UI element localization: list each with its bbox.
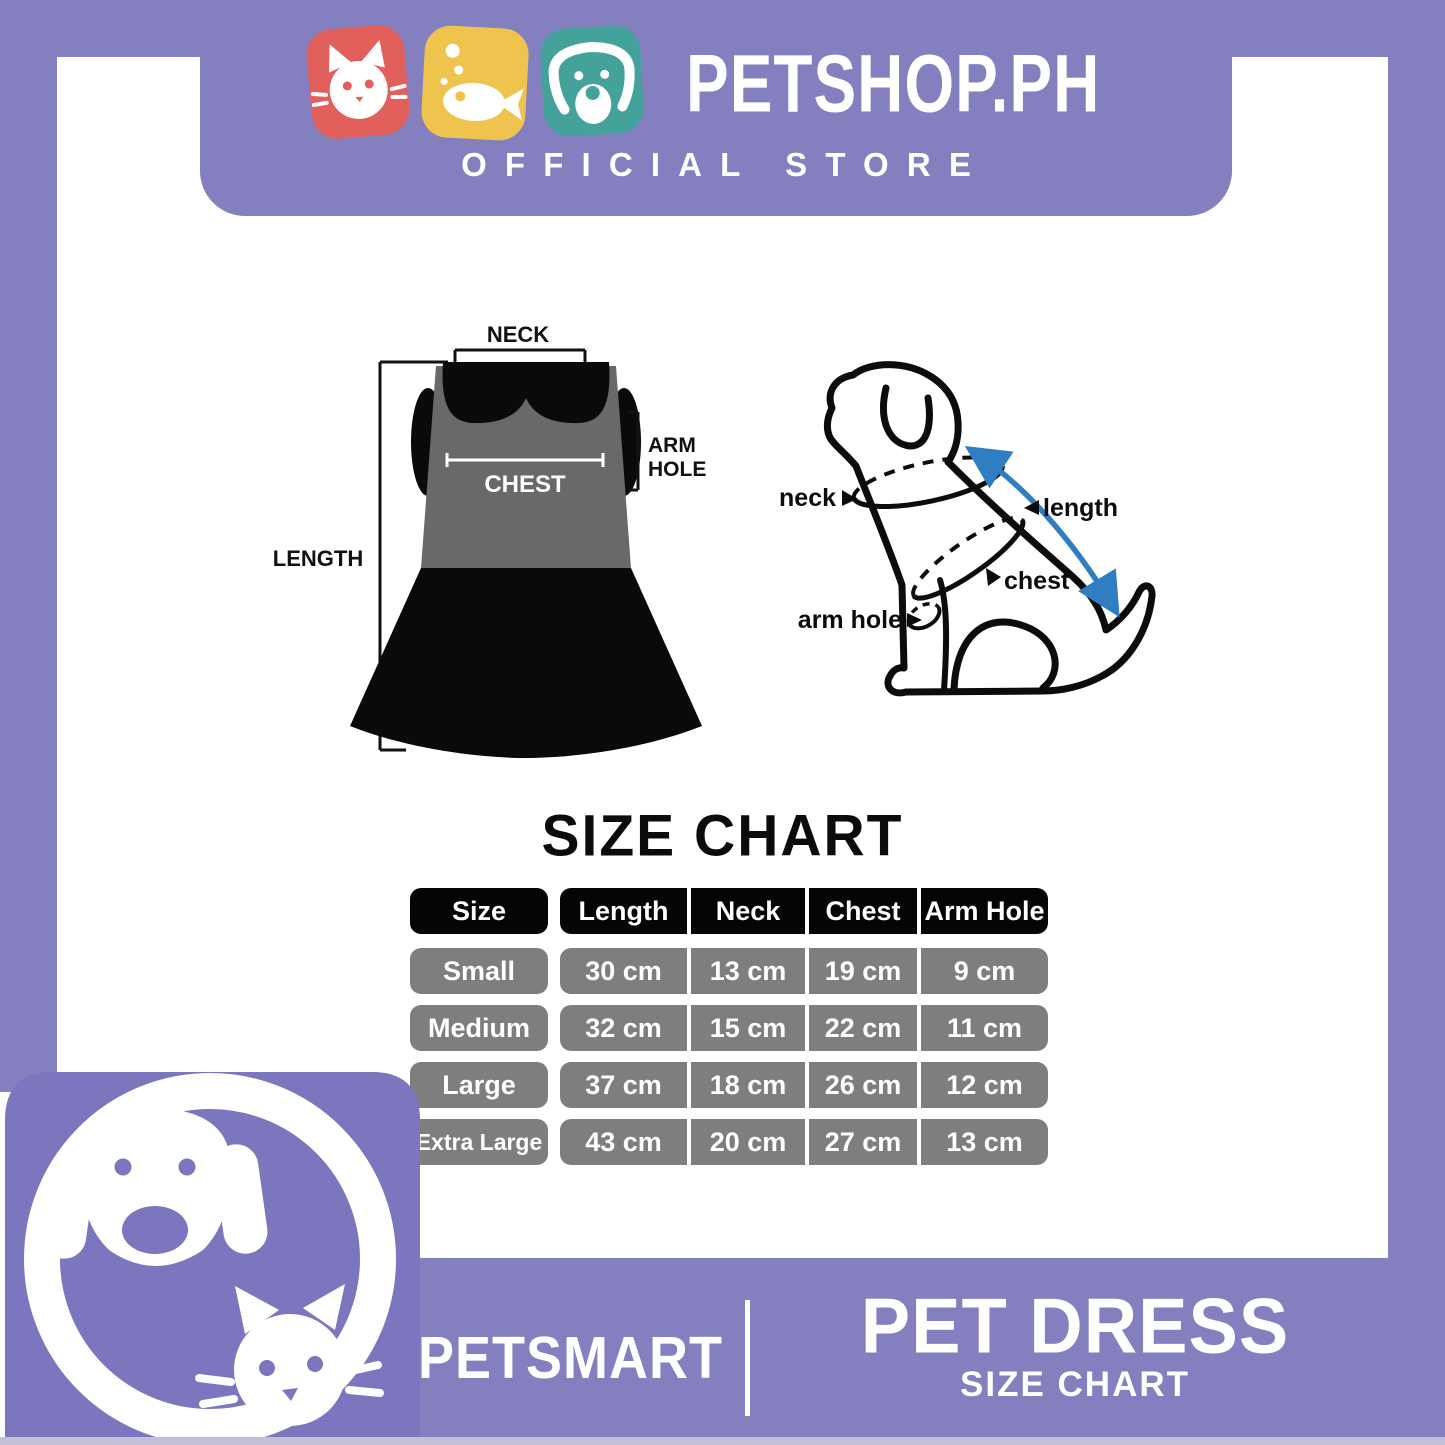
armhole-pointer-icon [907, 613, 922, 627]
dog-icon [540, 25, 644, 137]
neck-pointer-icon [842, 490, 857, 506]
cell-chest: 26 cm [805, 1062, 917, 1108]
cell-neck: 20 cm [687, 1119, 805, 1165]
fish-icon [421, 25, 529, 141]
cell-neck: 15 cm [687, 1005, 805, 1051]
dress-armhole-label-2: HOLE [648, 458, 706, 481]
header-armhole: Arm Hole [917, 888, 1048, 934]
header-length: Length [578, 895, 669, 926]
cell-chest: 27 cm [805, 1119, 917, 1165]
dog-armhole-label: arm hole [798, 606, 902, 634]
dress-length-label: LENGTH [273, 546, 363, 571]
length-pointer-icon [1024, 500, 1039, 515]
cell-neck: 13 cm [687, 948, 805, 994]
pets-circle-logo [5, 1072, 420, 1445]
table-row: Medium 32 cm 15 cm 22 cm 11 cm [410, 1005, 1048, 1051]
cell-armhole: 12 cm [917, 1062, 1048, 1108]
brand-tagline: OFFICIAL STORE [461, 146, 990, 183]
dress-chest-label: CHEST [484, 471, 566, 498]
brand-tiles [306, 25, 644, 141]
size-chart-title: SIZE CHART [541, 803, 904, 869]
frame-right [1388, 0, 1445, 1445]
logo-ring [24, 1073, 396, 1445]
dog-neck-label: neck [779, 484, 836, 512]
chest-pointer-icon [986, 568, 1001, 586]
length-arrow [964, 445, 1120, 618]
header-banner: PETSHOP.PH OFFICIAL STORE [200, 0, 1232, 216]
header-neck: Neck [687, 888, 805, 934]
neck-bracket [453, 348, 587, 362]
dog-diagram: neck length chest arm hole [779, 361, 1156, 697]
dog-ear [880, 384, 933, 450]
cell-neck: 18 cm [687, 1062, 805, 1108]
cell-armhole: 9 cm [917, 948, 1048, 994]
row-size-label: Large [410, 1062, 548, 1108]
cell-armhole: 11 cm [917, 1005, 1048, 1051]
dog-chest-label: chest [1004, 567, 1070, 595]
table-row: Small 30 cm 13 cm 19 cm 9 cm [410, 948, 1048, 994]
cell-length: 30 cm [585, 955, 662, 986]
cat-icon [306, 25, 410, 139]
cell-chest: 19 cm [805, 948, 917, 994]
dress-diagram: NECK LENGTH CHEST ARM HOLE [273, 322, 706, 758]
cell-length: 43 cm [585, 1126, 662, 1157]
dress-armhole-label-1: ARM [648, 434, 696, 457]
dress-skirt [350, 568, 702, 758]
row-size-label: Extra Large [410, 1119, 548, 1165]
frame-left [0, 0, 57, 1092]
dog-front-leg [937, 577, 950, 693]
cell-length: 32 cm [585, 1012, 662, 1043]
dress-collar [442, 362, 610, 424]
row-size-label: Small [410, 948, 548, 994]
table-row: Extra Large 43 cm 20 cm 27 cm 13 cm [410, 1119, 1048, 1165]
brand-name: PETSHOP.PH [686, 37, 1101, 130]
product-name: PET DRESS [860, 1281, 1290, 1370]
size-table: Size Length Neck Chest Arm Hole Small 30… [410, 888, 1048, 1176]
dog-outline [823, 361, 1156, 697]
product-title-block: PET DRESS SIZE CHART [775, 1281, 1375, 1405]
bottom-edge-strip [0, 1437, 1445, 1445]
table-header-row: Size Length Neck Chest Arm Hole [410, 888, 1048, 934]
armhole-bracket [628, 410, 640, 492]
product-subtitle: SIZE CHART [960, 1365, 1190, 1405]
dog-length-label: length [1043, 494, 1118, 522]
header-size: Size [410, 888, 548, 934]
cell-chest: 22 cm [805, 1005, 917, 1051]
brand-logo-row [300, 18, 1140, 146]
row-size-label: Medium [410, 1005, 548, 1051]
footer-divider [745, 1300, 750, 1416]
store-name: PETSMART [418, 1325, 723, 1392]
logo-dog-icon [42, 1108, 268, 1266]
table-row: Large 37 cm 18 cm 26 cm 12 cm [410, 1062, 1048, 1108]
cell-length: 37 cm [585, 1069, 662, 1100]
header-chest: Chest [805, 888, 917, 934]
dress-neck-label: NECK [487, 322, 549, 347]
chest-line [445, 453, 605, 467]
dog-haunch [950, 618, 1059, 694]
cell-armhole: 13 cm [917, 1119, 1048, 1165]
logo-cat-icon [195, 1284, 384, 1426]
